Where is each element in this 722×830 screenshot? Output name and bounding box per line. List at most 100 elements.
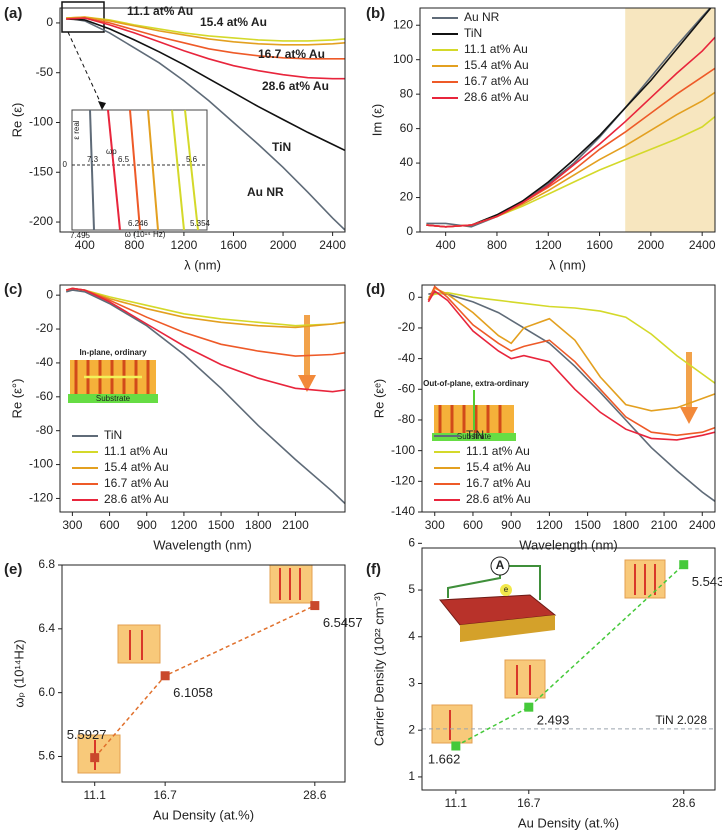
electron-label: e bbox=[504, 585, 509, 594]
legend-label: 16.7 at% Au bbox=[464, 74, 529, 88]
series-line bbox=[428, 291, 715, 384]
panel: (c) Wavelength (nm) Re (ε°) 0 -20 -40 -60 -80 -1… bbox=[4, 281, 346, 552]
y-tick-label: 20 bbox=[400, 190, 414, 204]
series-line bbox=[428, 291, 715, 502]
series-line bbox=[65, 287, 345, 393]
series-line bbox=[66, 18, 345, 152]
y-tick-label: 100 bbox=[393, 52, 413, 66]
legend-label: 28.6 at% Au bbox=[104, 492, 169, 506]
x-tick-label: 11.1 bbox=[83, 788, 106, 802]
panel-label: (e) bbox=[4, 561, 22, 578]
value-label: 1.662 bbox=[428, 751, 461, 766]
series-line bbox=[426, 8, 712, 228]
x-tick-label: 2400 bbox=[319, 238, 346, 252]
x-tick-label: 300 bbox=[62, 518, 82, 532]
data-point bbox=[90, 753, 100, 763]
x-tick-label: 2000 bbox=[270, 238, 297, 252]
series-label: 15.4 at% Au bbox=[200, 15, 267, 29]
x-tick-label: 600 bbox=[100, 518, 120, 532]
panel: (f) Au Density (at.%) Carrier Density (10²… bbox=[366, 536, 722, 830]
x-tick-label: 1200 bbox=[535, 238, 562, 252]
series-line bbox=[65, 287, 345, 329]
y-tick-label: -60 bbox=[36, 389, 54, 403]
x-tick-label: 1200 bbox=[171, 238, 198, 252]
legend-label: 11.1 at% Au bbox=[466, 444, 530, 458]
legend-label: 28.6 at% Au bbox=[466, 492, 531, 506]
panel: (d) Wavelength (nm) Re (εᵉ) 0 -20 -40 -60 -80 -1… bbox=[366, 281, 716, 552]
y-tick-label: 2 bbox=[408, 722, 415, 736]
series-line bbox=[426, 36, 715, 228]
x-tick-label: 900 bbox=[137, 518, 157, 532]
x-tick-label: 16.7 bbox=[517, 796, 541, 810]
inset-tick: 5.354 bbox=[190, 219, 211, 228]
y-tick-label: -100 bbox=[29, 115, 53, 129]
y-tick-label: 5.6 bbox=[38, 749, 55, 763]
inset-f: A e bbox=[439, 556, 557, 642]
meter-label: A bbox=[496, 558, 505, 572]
inset-title: Out-of-plane, extra-ordinary bbox=[423, 379, 529, 388]
y-tick-label: 80 bbox=[400, 86, 414, 100]
y-tick-label: 6.8 bbox=[38, 557, 55, 571]
x-tick-label: 2000 bbox=[638, 238, 665, 252]
x-axis-title: Wavelength (nm) bbox=[153, 537, 252, 552]
y-tick-label: 60 bbox=[400, 121, 414, 135]
x-tick-label: 1500 bbox=[208, 518, 235, 532]
x-tick-label: 16.7 bbox=[153, 788, 177, 802]
y-tick-label: 120 bbox=[393, 17, 413, 31]
series-label: 16.7 at% Au bbox=[258, 47, 325, 61]
axes-frame bbox=[419, 7, 716, 233]
series-line bbox=[427, 285, 715, 437]
series-label: Au NR bbox=[247, 185, 284, 199]
x-tick-label: 1600 bbox=[220, 238, 247, 252]
series-line bbox=[66, 16, 345, 42]
data-point bbox=[310, 601, 320, 611]
y-tick-label: -40 bbox=[36, 355, 54, 369]
panel-label: (f) bbox=[366, 561, 381, 578]
legend-label: TiN bbox=[104, 428, 122, 442]
y-tick-label: -120 bbox=[29, 491, 53, 505]
x-tick-label: 11.1 bbox=[445, 796, 468, 810]
x-axis-title: Wavelength (nm) bbox=[519, 537, 618, 552]
x-tick-label: 28.6 bbox=[303, 788, 327, 802]
axes-frame bbox=[421, 284, 716, 513]
plot-area bbox=[427, 285, 715, 502]
y-tick-label: -150 bbox=[29, 164, 53, 178]
y-tick-label: 6.0 bbox=[38, 685, 55, 699]
value-label: 5.5927 bbox=[67, 727, 107, 742]
legend-label: 28.6 at% Au bbox=[464, 90, 529, 104]
x-tick-label: 800 bbox=[487, 238, 507, 252]
data-point bbox=[524, 702, 534, 712]
inset-tick: 6.246 bbox=[128, 219, 149, 228]
y-tick-label: 0 bbox=[408, 289, 415, 303]
panel: (e) Au Density (at.%) ωₚ (10¹⁴Hz) 5.6 6.0 6.4… bbox=[4, 557, 363, 822]
value-label: 6.1058 bbox=[173, 685, 213, 700]
x-tick-label: 600 bbox=[463, 518, 483, 532]
y-axis-title: Carrier Density (10²² cm⁻³) bbox=[371, 592, 386, 746]
legend-label: Au NR bbox=[464, 10, 500, 24]
y-tick-label: -200 bbox=[29, 214, 53, 228]
y-tick-label: 1 bbox=[408, 769, 415, 783]
x-axis-title: Au Density (at.%) bbox=[153, 807, 254, 822]
x-tick-label: 1200 bbox=[536, 518, 563, 532]
series-line bbox=[427, 287, 715, 412]
legend-label: 16.7 at% Au bbox=[104, 476, 169, 490]
y-axis-title: Im (ε) bbox=[369, 104, 384, 137]
y-axis-title: ωₚ (10¹⁴Hz) bbox=[11, 639, 26, 707]
legend-label: TiN bbox=[464, 26, 482, 40]
inset-tick: 7.495 bbox=[70, 231, 91, 240]
x-tick-label: 28.6 bbox=[672, 796, 696, 810]
series-label: 28.6 at% Au bbox=[262, 79, 329, 93]
reference-label: TiN 2.028 bbox=[655, 713, 707, 727]
legend-label: 11.1 at% Au bbox=[104, 444, 168, 458]
legend-label: 15.4 at% Au bbox=[104, 460, 169, 474]
x-tick-label: 2100 bbox=[282, 518, 309, 532]
x-tick-label: 400 bbox=[75, 238, 95, 252]
y-tick-label: -20 bbox=[36, 321, 54, 335]
series-label: TiN bbox=[272, 140, 291, 154]
x-tick-label: 1500 bbox=[574, 518, 601, 532]
x-axis-title: λ (nm) bbox=[184, 257, 221, 272]
inset-x-label: ω (10¹⁴ Hz) bbox=[125, 230, 166, 239]
x-axis-title: λ (nm) bbox=[549, 257, 586, 272]
legend-label: 16.7 at% Au bbox=[466, 476, 531, 490]
